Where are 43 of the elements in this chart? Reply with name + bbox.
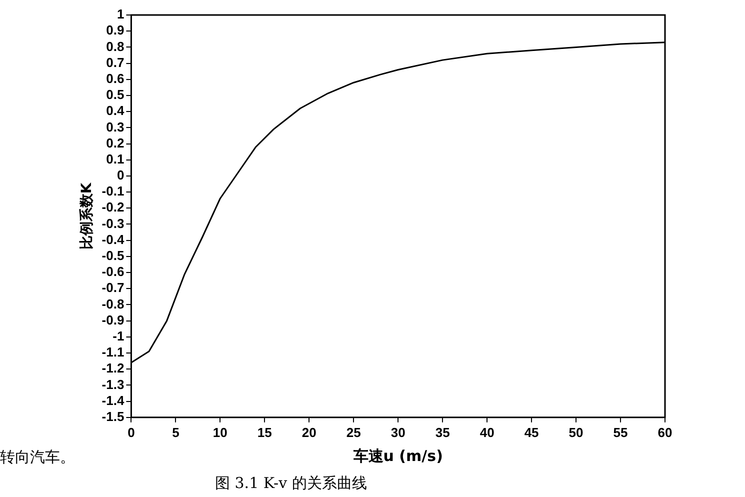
y-tick-label: 0.2 xyxy=(106,135,124,150)
x-axis-title: 车速u (m/s) xyxy=(352,446,443,465)
y-tick-label: 0.5 xyxy=(106,87,124,102)
x-tick-label: 30 xyxy=(390,424,406,440)
text: 转向汽车。 xyxy=(0,448,75,467)
y-tick-label: -0.5 xyxy=(102,248,124,264)
caption: 图 3.1 K-v 的关系曲线 xyxy=(215,474,367,493)
y-tick-label: 0.1 xyxy=(106,151,124,166)
x-tick-label: 0 xyxy=(128,424,135,440)
y-tick-label: -0.7 xyxy=(102,280,124,296)
x-tick-label: 15 xyxy=(257,424,272,440)
y-tick-label: -1.4 xyxy=(102,392,125,408)
x-tick-label: 35 xyxy=(435,424,450,440)
y-tick-label: -0.8 xyxy=(102,296,124,312)
y-tick-label: -1.2 xyxy=(102,360,124,376)
x-tick-label: 5 xyxy=(172,424,180,440)
y-tick-label: 0.7 xyxy=(106,54,124,70)
x-tick-label: 60 xyxy=(658,424,672,440)
y-tick-label: -1.1 xyxy=(102,344,124,360)
x-tick-label: 10 xyxy=(212,424,228,440)
y-tick-label: -0.4 xyxy=(102,232,125,247)
y-tick-label: -0.3 xyxy=(102,216,124,231)
x-tick-label: 25 xyxy=(346,424,361,440)
x-tick-label: 45 xyxy=(524,424,539,440)
y-tick-label: 0.8 xyxy=(106,38,124,54)
y-tick-label: -0.2 xyxy=(102,200,124,215)
x-tick-label: 20 xyxy=(302,424,316,440)
y-tick-label: 0.3 xyxy=(106,119,124,134)
y-axis-title: 比例系数K xyxy=(79,182,96,250)
y-tick-label: 1 xyxy=(116,6,124,22)
y-tick-label: -1.3 xyxy=(102,376,124,392)
y-tick-label: 0 xyxy=(116,168,124,183)
x-tick-label: 50 xyxy=(568,424,584,440)
x-tick-label: 40 xyxy=(480,424,494,440)
x-tick-label: 55 xyxy=(613,424,628,440)
y-tick-label: 0.6 xyxy=(106,70,124,86)
y-tick-label: 0.9 xyxy=(106,22,124,38)
y-tick-label: 0.4 xyxy=(106,103,125,118)
y-tick-label: -1.5 xyxy=(102,408,124,424)
y-tick-label: -1 xyxy=(112,328,124,344)
y-tick-label: -0.9 xyxy=(102,312,124,328)
y-tick-label: -0.6 xyxy=(102,264,124,280)
y-tick-label: -0.1 xyxy=(102,184,124,199)
